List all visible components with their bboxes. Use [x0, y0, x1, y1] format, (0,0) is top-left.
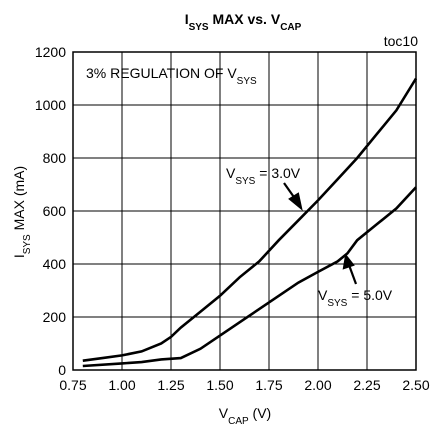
x-tick-label: 1.25 — [157, 377, 184, 393]
x-axis-label: VCAP (V) — [219, 405, 271, 427]
chart-title-part: CAP — [280, 22, 301, 33]
x-tick-label: 2.00 — [304, 377, 331, 393]
annotation: toc10 — [384, 33, 418, 49]
y-tick-label: 800 — [43, 150, 67, 166]
annotation-part: V — [226, 165, 236, 181]
annotation: 3% REGULATION OF VSYS — [86, 65, 257, 87]
annotation-part: = 5.0V — [347, 287, 392, 303]
annotation: VSYS = 3.0V — [226, 165, 301, 187]
y-axis-label-part: MAX (mA) — [11, 166, 27, 234]
y-axis-label-part: SYS — [22, 234, 33, 254]
annotation-part: SYS — [327, 298, 347, 309]
y-axis-label-part: I — [11, 254, 27, 258]
y-tick-label: 600 — [43, 203, 67, 219]
arrowhead — [288, 192, 303, 211]
annotation: VSYS = 5.0V — [318, 287, 393, 309]
annotation-part: SYS — [235, 176, 255, 187]
annotation-part: 3% REGULATION OF V — [86, 65, 237, 81]
arrows — [283, 182, 358, 285]
annotation-part: V — [318, 287, 328, 303]
chart-title-part: I — [185, 11, 189, 27]
arrow — [347, 264, 358, 285]
x-axis-label-part: V — [219, 405, 229, 421]
x-tick-label: 1.00 — [108, 377, 135, 393]
annotation-part: toc10 — [384, 33, 418, 49]
annotation-part: SYS — [237, 76, 257, 87]
y-tick-label: 1200 — [35, 44, 66, 60]
x-axis-label-part: (V) — [249, 405, 272, 421]
y-tick-label: 400 — [43, 256, 67, 272]
annotation-part: = 3.0V — [255, 165, 300, 181]
plot-frame — [72, 51, 417, 371]
x-tick-label: 0.75 — [59, 377, 86, 393]
curve — [82, 186, 417, 368]
y-tick-label: 200 — [43, 309, 67, 325]
y-tick-label: 1000 — [35, 97, 66, 113]
y-tick-label: 0 — [58, 362, 66, 378]
arrowhead — [342, 253, 355, 270]
x-tick-label: 1.50 — [206, 377, 233, 393]
x-tick-label: 1.75 — [255, 377, 282, 393]
chart-title: ISYS MAX vs. VCAP — [185, 11, 302, 33]
x-tick-label: 2.25 — [353, 377, 380, 393]
y-axis-label: ISYS MAX (mA) — [11, 166, 33, 258]
x-axis-label-part: CAP — [228, 416, 249, 427]
chart-title-part: SYS — [189, 22, 209, 33]
curve — [82, 77, 418, 362]
x-tick-label: 2.50 — [402, 377, 429, 393]
chart-title-part: MAX vs. V — [209, 11, 281, 27]
